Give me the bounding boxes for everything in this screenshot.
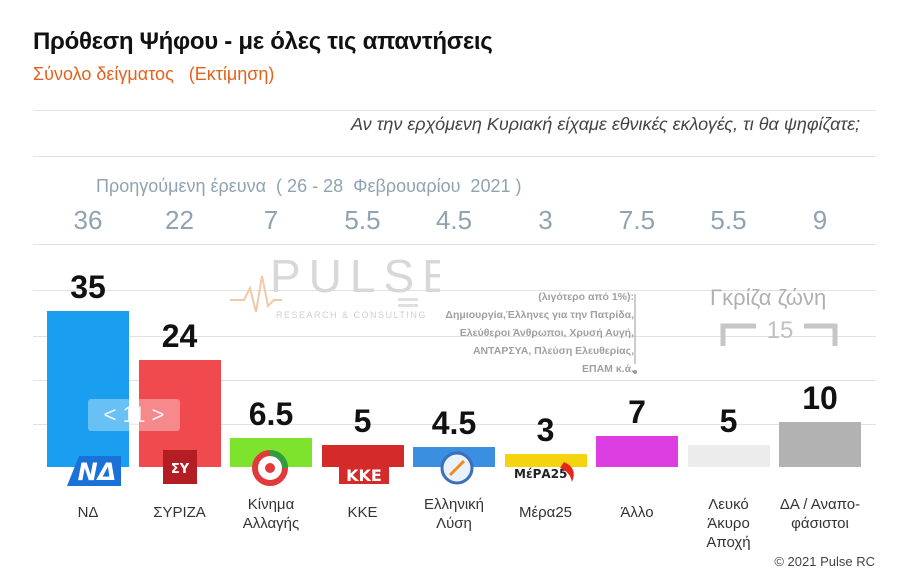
bar-value-label: 5 xyxy=(719,402,738,439)
bar-value-label: 5 xyxy=(353,402,372,439)
category-label: Κίνημα Αλλαγής xyxy=(242,496,300,532)
svg-text:ΚΚΕ: ΚΚΕ xyxy=(346,466,382,484)
gap-badge: < 11 > xyxy=(88,399,180,431)
gridline xyxy=(33,424,876,425)
logo-name: PULSE xyxy=(270,250,440,302)
category-label: ΣΥΡΙΖΑ xyxy=(153,504,206,521)
others-note-leader xyxy=(633,294,637,374)
bar-value-label: 24 xyxy=(161,318,198,355)
logo-tagline: RESEARCH & CONSULTING xyxy=(276,310,427,320)
svg-text:ΜέΡΑ25: ΜέΡΑ25 xyxy=(514,467,567,481)
bar-value-label: 7 xyxy=(628,393,646,430)
bar xyxy=(321,444,404,467)
bar-value-label: 35 xyxy=(70,269,106,305)
bar-value-label: 10 xyxy=(802,380,838,417)
kke-logo-icon: ΚΚΕ xyxy=(339,452,389,489)
pulse-logo: PULSE RESEARCH & CONSULTING xyxy=(230,248,453,333)
previous-value: 22 xyxy=(165,205,194,235)
previous-value: 7.5 xyxy=(618,205,656,235)
svg-text:ΝΔ: ΝΔ xyxy=(78,458,117,486)
previous-value: 9 xyxy=(812,205,828,235)
syriza-logo-icon: ΣΥ xyxy=(163,450,197,489)
category-label: Ελληνική Λύση xyxy=(423,496,485,532)
bar xyxy=(47,311,129,467)
previous-survey-title: Προηγούμενη έρευνα ( 26 - 28 Φεβρουαρίου… xyxy=(96,176,522,196)
bar xyxy=(596,435,678,467)
chart-subtitle: Σύνολο δείγματος (Εκτίμηση) xyxy=(33,64,275,84)
previous-value: 36 xyxy=(73,205,103,235)
chart-title: Πρόθεση Ψήφου - με όλες τις απαντήσεις xyxy=(33,28,493,55)
svg-text:ΣΥ: ΣΥ xyxy=(171,462,190,477)
grey-zone-value: 15 xyxy=(767,317,794,344)
gridline xyxy=(33,290,876,291)
survey-question: Αν την ερχόμενη Κυριακή είχαμε εθνικές ε… xyxy=(350,114,860,134)
previous-value: 5.5 xyxy=(710,205,747,235)
elliniki-lysi-logo-icon xyxy=(440,451,474,490)
previous-value: 3 xyxy=(538,205,553,235)
others-note: (λιγότερο από 1%): Δημιουργία,Έλληνες γι… xyxy=(445,291,634,375)
bar-value-label: 3 xyxy=(536,411,555,448)
mera25-logo-icon: ΜέΡΑ25 xyxy=(512,458,582,491)
gridline xyxy=(33,336,876,337)
gridline xyxy=(33,380,876,381)
grey-zone-label: Γκρίζα ζώνη xyxy=(710,285,827,310)
gridline xyxy=(33,244,876,245)
previous-value: 4.5 xyxy=(435,205,473,235)
bar-value-label: 6.5 xyxy=(248,396,294,433)
category-label: ΚΚΕ xyxy=(347,504,378,521)
bar-value-label: 4.5 xyxy=(431,404,477,441)
category-label: Άλλο xyxy=(620,504,654,521)
nd-logo-icon: ΝΔ xyxy=(65,452,121,491)
bar xyxy=(779,422,861,467)
previous-value: 5.5 xyxy=(344,205,381,235)
grey-zone-bracket: 15 xyxy=(718,312,843,357)
divider-line xyxy=(33,156,876,157)
category-label: Λευκό Άκυρο Αποχή xyxy=(706,496,751,551)
bar xyxy=(138,360,221,467)
previous-value: 7 xyxy=(263,205,279,235)
category-label: Μέρα25 xyxy=(518,504,573,521)
category-label: ΝΔ xyxy=(77,504,99,521)
copyright: © 2021 Pulse RC xyxy=(774,554,875,569)
category-label: ΔΑ / Αναπο- φάσιστοι xyxy=(779,496,861,532)
divider-line xyxy=(33,110,876,111)
bar xyxy=(687,444,770,467)
kinal-logo-icon xyxy=(252,450,288,491)
